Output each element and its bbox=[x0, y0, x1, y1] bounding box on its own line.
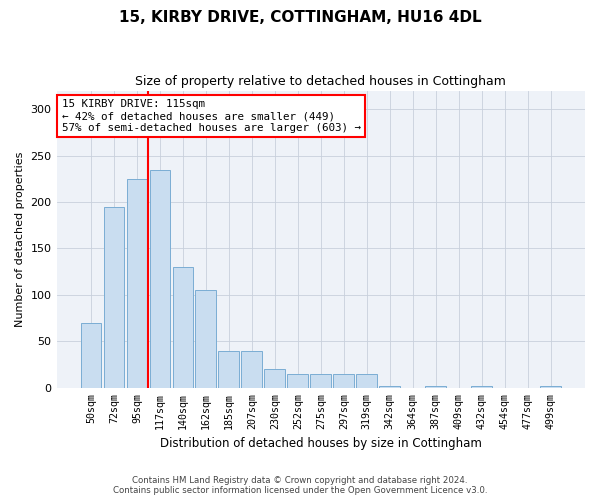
Bar bbox=[149, 170, 170, 388]
Bar bbox=[127, 179, 147, 388]
Bar bbox=[104, 206, 124, 388]
Bar bbox=[265, 369, 285, 388]
Text: 15, KIRBY DRIVE, COTTINGHAM, HU16 4DL: 15, KIRBY DRIVE, COTTINGHAM, HU16 4DL bbox=[119, 10, 481, 25]
Bar bbox=[379, 386, 400, 388]
Bar bbox=[472, 386, 492, 388]
Bar bbox=[287, 374, 308, 388]
Bar bbox=[356, 374, 377, 388]
Bar bbox=[80, 323, 101, 388]
Bar bbox=[173, 267, 193, 388]
Bar bbox=[425, 386, 446, 388]
Title: Size of property relative to detached houses in Cottingham: Size of property relative to detached ho… bbox=[136, 75, 506, 88]
Bar bbox=[241, 350, 262, 388]
Bar bbox=[196, 290, 216, 388]
Text: 15 KIRBY DRIVE: 115sqm
← 42% of detached houses are smaller (449)
57% of semi-de: 15 KIRBY DRIVE: 115sqm ← 42% of detached… bbox=[62, 100, 361, 132]
Bar bbox=[218, 350, 239, 388]
Y-axis label: Number of detached properties: Number of detached properties bbox=[15, 152, 25, 327]
Text: Contains HM Land Registry data © Crown copyright and database right 2024.
Contai: Contains HM Land Registry data © Crown c… bbox=[113, 476, 487, 495]
Bar bbox=[540, 386, 561, 388]
X-axis label: Distribution of detached houses by size in Cottingham: Distribution of detached houses by size … bbox=[160, 437, 482, 450]
Bar bbox=[310, 374, 331, 388]
Bar bbox=[334, 374, 354, 388]
